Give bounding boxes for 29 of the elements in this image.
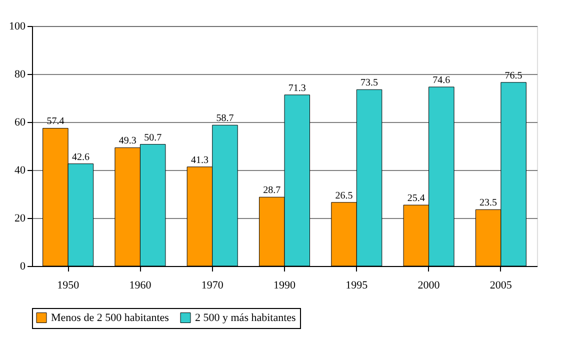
data-label: 25.4 <box>407 193 425 204</box>
y-tick-label: 80 <box>14 68 26 80</box>
legend-label: 2 500 y más habitantes <box>195 312 296 324</box>
x-tick-label: 1995 <box>346 280 368 292</box>
data-label: 76.5 <box>504 70 522 82</box>
data-label: 42.6 <box>72 152 90 163</box>
data-label: 73.5 <box>360 78 378 89</box>
data-label: 23.5 <box>480 198 498 209</box>
x-tick-label: 2000 <box>418 280 440 292</box>
y-tick-label: 100 <box>9 20 26 32</box>
y-tick-label: 60 <box>14 116 26 128</box>
data-label: 28.7 <box>263 185 281 196</box>
data-label: 58.7 <box>216 113 234 124</box>
x-tick-label: 1990 <box>274 280 296 292</box>
data-label: 41.3 <box>190 154 208 166</box>
y-tick-label: 0 <box>20 260 26 272</box>
x-tick-label: 2005 <box>490 280 512 292</box>
x-tick-label: 1960 <box>129 280 152 292</box>
data-label: 49.3 <box>118 136 136 147</box>
data-label: 50.7 <box>144 132 162 144</box>
x-tick-label: 1970 <box>201 280 224 292</box>
legend-label: Menos de 2 500 habitantes <box>51 312 169 324</box>
data-label: 74.6 <box>432 74 450 86</box>
y-tick-label: 40 <box>14 164 26 176</box>
data-label: 26.5 <box>335 190 353 202</box>
data-label: 71.3 <box>288 82 306 94</box>
data-label: 57.4 <box>46 116 64 128</box>
x-tick-label: 1950 <box>57 280 80 292</box>
y-tick-label: 20 <box>14 212 26 224</box>
